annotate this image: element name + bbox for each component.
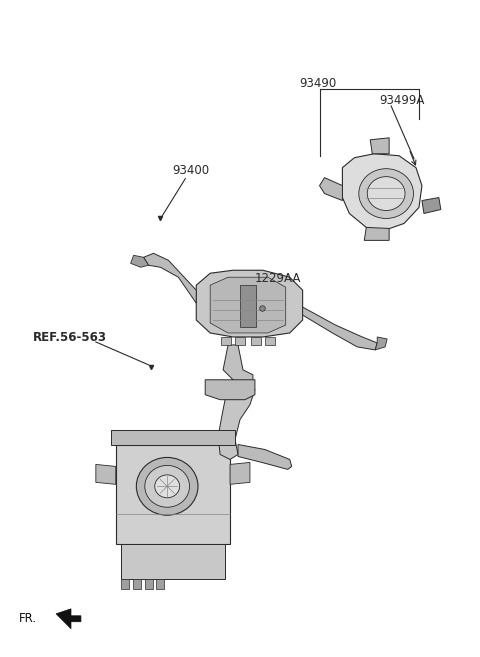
Ellipse shape — [145, 465, 190, 507]
Text: 93490: 93490 — [300, 77, 337, 89]
Text: 93499A: 93499A — [379, 95, 425, 108]
Polygon shape — [218, 385, 255, 459]
Polygon shape — [320, 177, 342, 200]
Polygon shape — [342, 154, 422, 231]
Polygon shape — [205, 380, 255, 399]
Polygon shape — [144, 579, 153, 589]
Text: FR.: FR. — [19, 612, 37, 625]
Polygon shape — [116, 445, 230, 544]
Polygon shape — [221, 337, 231, 345]
Polygon shape — [196, 270, 302, 337]
Polygon shape — [144, 254, 196, 303]
Polygon shape — [132, 579, 141, 589]
Polygon shape — [422, 198, 441, 214]
Ellipse shape — [367, 177, 405, 210]
Polygon shape — [56, 609, 81, 629]
Polygon shape — [235, 337, 245, 345]
Polygon shape — [302, 307, 377, 350]
Polygon shape — [223, 345, 253, 387]
Text: 1229AA: 1229AA — [255, 272, 301, 284]
Polygon shape — [364, 227, 389, 240]
Polygon shape — [375, 337, 387, 350]
Polygon shape — [210, 277, 286, 333]
Polygon shape — [240, 285, 256, 327]
Polygon shape — [265, 337, 275, 345]
Ellipse shape — [359, 169, 413, 219]
Polygon shape — [230, 463, 250, 484]
Polygon shape — [251, 337, 261, 345]
Polygon shape — [111, 430, 235, 445]
Ellipse shape — [136, 457, 198, 515]
Polygon shape — [131, 256, 148, 267]
Text: REF.56-563: REF.56-563 — [33, 332, 107, 344]
Polygon shape — [238, 445, 292, 469]
Polygon shape — [96, 464, 116, 484]
Polygon shape — [370, 138, 389, 154]
Polygon shape — [120, 544, 225, 579]
Text: 93400: 93400 — [172, 164, 209, 177]
Polygon shape — [156, 579, 165, 589]
Polygon shape — [120, 579, 129, 589]
Ellipse shape — [155, 475, 180, 498]
